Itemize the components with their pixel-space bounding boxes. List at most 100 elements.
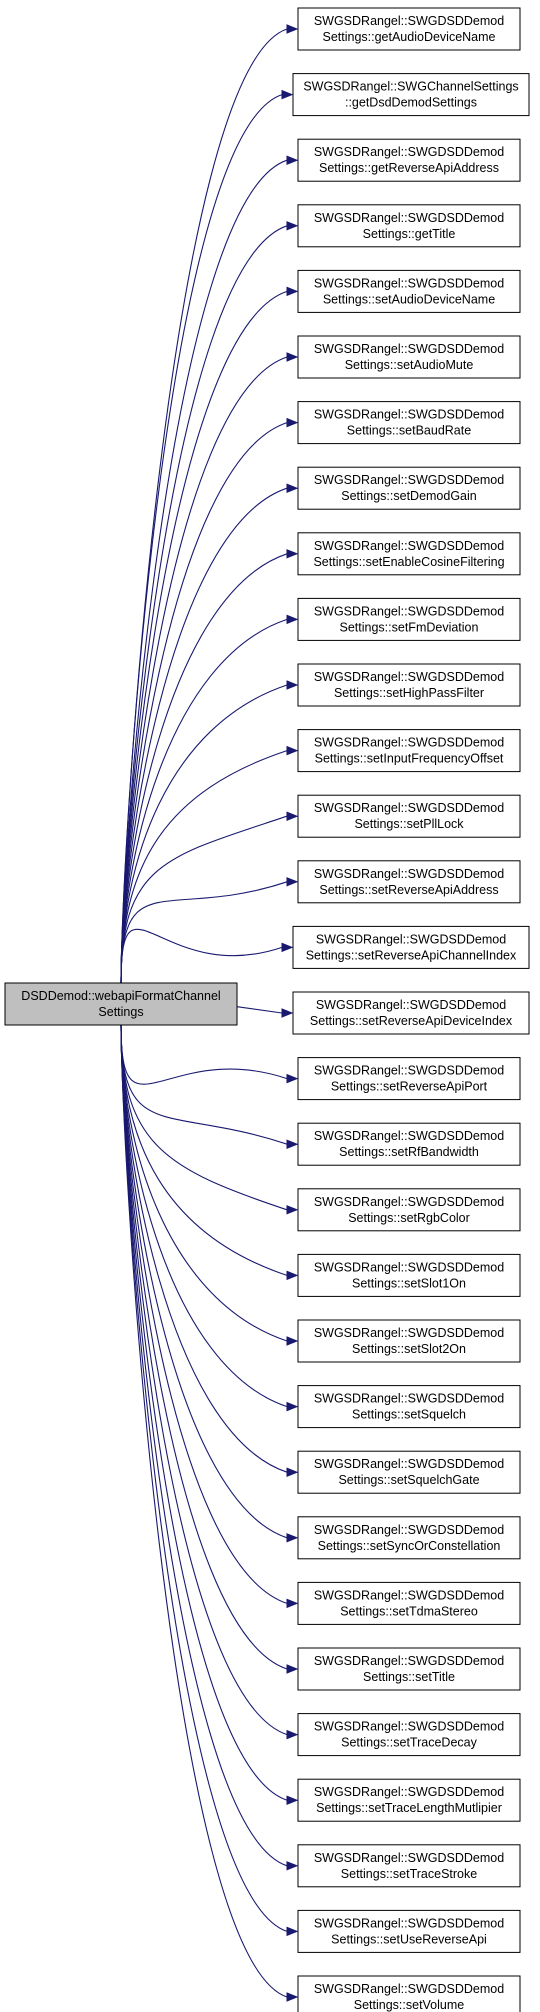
call-edge-arrowhead [286, 24, 299, 34]
target-node-label-line2: ::getDsdDemodSettings [345, 96, 477, 110]
target-node-label-line2: Settings::setReverseApiDeviceIndex [310, 1014, 513, 1028]
target-node-label-line2: Settings::getTitle [363, 227, 456, 241]
target-node-settingssettracestroke[interactable]: SWGSDRangel::SWGDSDDemodSettings::setTra… [297, 1844, 521, 1888]
target-node-label-line1: SWGSDRangel::SWGDSDDemod [314, 604, 504, 618]
source-node-box [4, 982, 238, 1026]
target-node-label-line2: Settings::setDemodGain [341, 489, 477, 503]
target-node-box [297, 401, 521, 445]
target-node-label-line2: Settings::setRgbColor [348, 1211, 470, 1225]
target-node-label-line1: SWGSDRangel::SWGDSDDemod [314, 1195, 504, 1209]
call-edges [120, 24, 299, 2002]
call-edge-arrowhead [286, 1205, 299, 1215]
target-node-label-line2: Settings::setFmDeviation [340, 620, 479, 634]
target-node-settingssetreverseapichannelindex[interactable]: SWGSDRangel::SWGDSDDemodSettings::setRev… [292, 925, 530, 969]
target-node-settingssetreverseapideviceindex[interactable]: SWGSDRangel::SWGDSDDemodSettings::setRev… [292, 991, 530, 1035]
target-node-label-line2: Settings::setUseReverseApi [331, 1932, 487, 1946]
call-edge-arrowhead [286, 745, 299, 756]
call-edge [120, 422, 288, 984]
target-node-settingssetfmdeviation[interactable]: SWGSDRangel::SWGDSDDemodSettings::setFmD… [297, 597, 521, 641]
target-node-settingssetbaudrate[interactable]: SWGSDRangel::SWGDSDDemodSettings::setBau… [297, 401, 521, 445]
target-node-label-line1: SWGSDRangel::SWGDSDDemod [314, 1129, 504, 1143]
target-node-box [297, 663, 521, 707]
target-node-box [297, 1253, 521, 1297]
target-node-settingssettdmastereo[interactable]: SWGSDRangel::SWGDSDDemodSettings::setTdm… [297, 1581, 521, 1625]
target-node-settingssetsquelch[interactable]: SWGSDRangel::SWGDSDDemodSettings::setSqu… [297, 1385, 521, 1429]
source-node-webapiFormatChannelSettings[interactable]: DSDDemod::webapiFormatChannel Settings [4, 982, 238, 1026]
target-node-label-line1: SWGSDRangel::SWGDSDDemod [314, 1720, 504, 1734]
target-node-label-line1: SWGSDRangel::SWGDSDDemod [314, 1260, 504, 1274]
target-node-settingssetsyncorconstellation[interactable]: SWGSDRangel::SWGDSDDemodSettings::setSyn… [297, 1516, 521, 1560]
target-node-label-line2: Settings::setInputFrequencyOffset [315, 752, 504, 766]
target-node-settingssetrgbcolor[interactable]: SWGSDRangel::SWGDSDDemodSettings::setRgb… [297, 1188, 521, 1232]
target-node-box [297, 269, 521, 313]
target-node-label-line1: SWGSDRangel::SWGDSDDemod [316, 998, 506, 1012]
target-node-settingsgetaudiodevicename[interactable]: SWGSDRangel::SWGDSDDemodSettings::getAud… [297, 7, 521, 51]
target-node-label-line2: Settings::setSyncOrConstellation [318, 1539, 501, 1553]
target-node-label-line1: SWGSDRangel::SWGDSDDemod [314, 1064, 504, 1078]
call-edge-arrowhead [286, 1861, 299, 1871]
target-node-label-line1: SWGSDRangel::SWGDSDDemod [314, 539, 504, 553]
call-edge [120, 881, 288, 984]
target-node-label-line2: Settings::setPllLock [354, 817, 464, 831]
target-node-settingssethighpassfilter[interactable]: SWGSDRangel::SWGDSDDemodSettings::setHig… [297, 663, 521, 707]
target-node-settingsgettitle[interactable]: SWGSDRangel::SWGDSDDemodSettings::getTit… [297, 204, 521, 248]
target-node-label-line2: Settings::setAudioDeviceName [323, 292, 495, 306]
target-node-box [292, 991, 530, 1035]
target-node-settingssetaudiodevicename[interactable]: SWGSDRangel::SWGDSDDemodSettings::setAud… [297, 269, 521, 313]
target-node-label-line2: Settings::setSquelchGate [338, 1473, 479, 1487]
call-edge [120, 815, 288, 984]
call-edge [120, 1024, 288, 1998]
call-edge-arrowhead [286, 614, 299, 625]
target-node-settingssetreverseapiport[interactable]: SWGSDRangel::SWGDSDDemodSettings::setRev… [297, 1057, 521, 1101]
target-node-settingssettracedecay[interactable]: SWGSDRangel::SWGDSDDemodSettings::setTra… [297, 1713, 521, 1757]
target-node-label-line2: Settings::getAudioDeviceName [322, 30, 495, 44]
target-node-settingssetvolume[interactable]: SWGSDRangel::SWGDSDDemodSettings::setVol… [297, 1975, 521, 2012]
target-node-box [297, 1909, 521, 1953]
call-edge-arrowhead [286, 811, 299, 821]
target-node-settingssetplllock[interactable]: SWGSDRangel::SWGDSDDemodSettings::setPll… [297, 794, 521, 838]
target-node-label-line1: SWGSDRangel::SWGDSDDemod [314, 1785, 504, 1799]
target-node-settingsgetreverseapiaddress[interactable]: SWGSDRangel::SWGDSDDemodSettings::getRev… [297, 138, 521, 182]
target-node-label-line1: SWGSDRangel::SWGDSDDemod [314, 14, 504, 28]
target-node-label-line1: SWGSDRangel::SWGChannelSettings [303, 80, 518, 94]
call-edge [120, 1024, 288, 1539]
target-node-label-line2: Settings::setVolume [354, 1998, 465, 2012]
target-node-box [297, 1319, 521, 1363]
target-node-settingssetusereverseapi[interactable]: SWGSDRangel::SWGDSDDemodSettings::setUse… [297, 1909, 521, 1953]
target-node-settingssettitle[interactable]: SWGSDRangel::SWGDSDDemodSettings::setTit… [297, 1647, 521, 1691]
target-node-label-line1: SWGSDRangel::SWGDSDDemod [314, 342, 504, 356]
target-node-settingssetdemodgain[interactable]: SWGSDRangel::SWGDSDDemodSettings::setDem… [297, 466, 521, 510]
target-node-settingssetaudiomute[interactable]: SWGSDRangel::SWGDSDDemodSettings::setAud… [297, 335, 521, 379]
target-node-getdsddemodsettings[interactable]: SWGSDRangel::SWGChannelSettings::getDsdD… [292, 73, 530, 117]
call-edge-arrowhead [286, 221, 299, 231]
target-node-settingssetinputfrequencyoffset[interactable]: SWGSDRangel::SWGDSDDemodSettings::setInp… [297, 729, 521, 773]
call-edge [120, 290, 288, 984]
target-node-settingssetenablecosinefiltering[interactable]: SWGSDRangel::SWGDSDDemodSettings::setEna… [297, 532, 521, 576]
target-node-box [297, 138, 521, 182]
target-node-settingssetslot1on[interactable]: SWGSDRangel::SWGDSDDemodSettings::setSlo… [297, 1253, 521, 1297]
target-node-settingssetreverseapiaddress[interactable]: SWGSDRangel::SWGDSDDemodSettings::setRev… [297, 860, 521, 904]
target-node-box [297, 1385, 521, 1429]
call-edge-arrowhead [286, 1336, 299, 1346]
call-edge [120, 487, 288, 984]
target-node-label-line2: Settings::setTraceStroke [341, 1867, 477, 1881]
target-node-settingssetsquelchgate[interactable]: SWGSDRangel::SWGDSDDemodSettings::setSqu… [297, 1450, 521, 1494]
call-edge-arrowhead [281, 1008, 294, 1018]
target-node-label-line2: Settings::getReverseApiAddress [319, 161, 499, 175]
target-node-box [297, 1778, 521, 1822]
target-node-label-line2: Settings::setReverseApiPort [331, 1080, 488, 1094]
call-edge-arrowhead [286, 352, 299, 362]
target-node-label-line1: SWGSDRangel::SWGDSDDemod [314, 1851, 504, 1865]
target-node-settingssettracelengthmutlipier[interactable]: SWGSDRangel::SWGDSDDemodSettings::setTra… [297, 1778, 521, 1822]
target-node-label-line2: Settings::setReverseApiChannelIndex [306, 948, 517, 962]
source-node-label-line2: Settings [98, 1005, 143, 1019]
target-node-label-line1: SWGSDRangel::SWGDSDDemod [316, 932, 506, 946]
target-node-label-line2: Settings::setSquelch [352, 1408, 466, 1422]
target-node-settingssetslot2on[interactable]: SWGSDRangel::SWGDSDDemodSettings::setSlo… [297, 1319, 521, 1363]
target-node-label-line2: Settings::setTraceDecay [341, 1736, 477, 1750]
target-node-label-line1: SWGSDRangel::SWGDSDDemod [314, 276, 504, 290]
target-node-settingssetrfbandwidth[interactable]: SWGSDRangel::SWGDSDDemodSettings::setRfB… [297, 1122, 521, 1166]
call-edge-arrowhead [286, 1139, 299, 1149]
call-edge [120, 1024, 288, 1604]
call-edge-arrowhead [286, 155, 299, 165]
